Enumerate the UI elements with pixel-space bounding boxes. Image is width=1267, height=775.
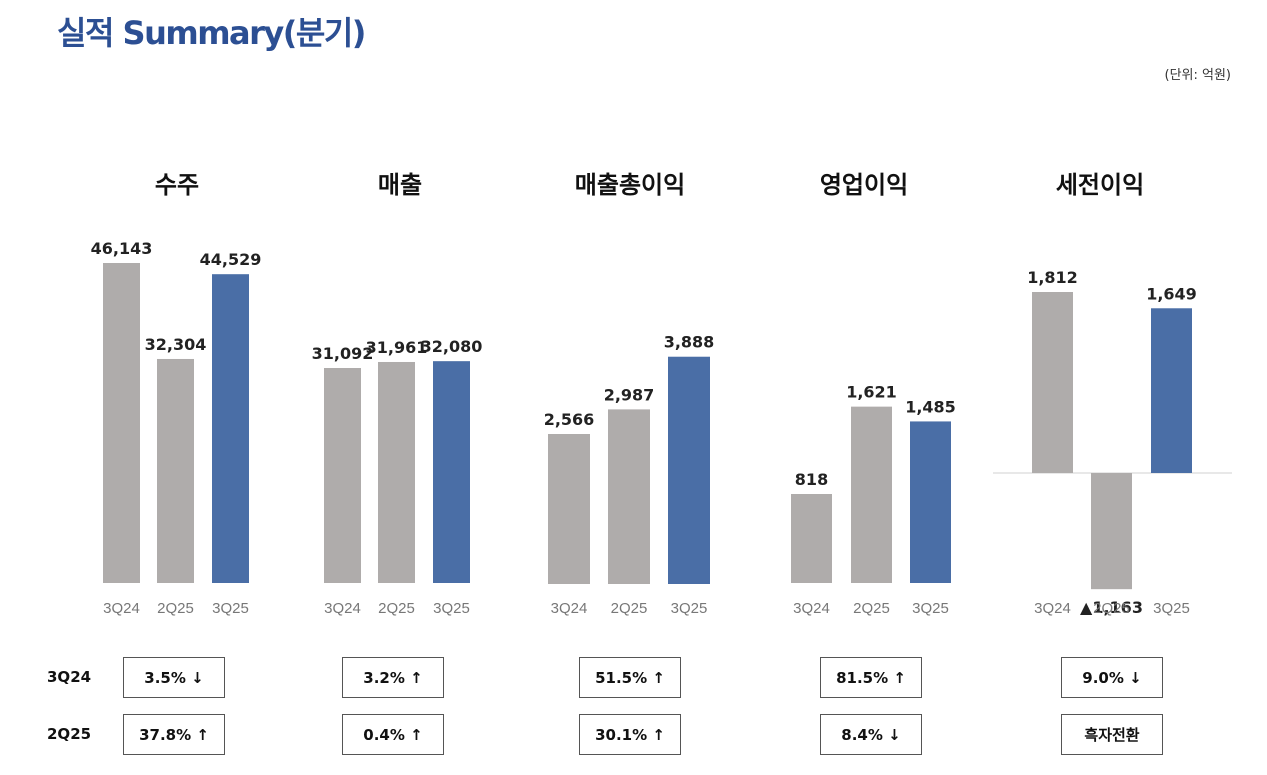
data-label: 1,621 bbox=[846, 383, 897, 402]
comparison-cell: 81.5% ↑ bbox=[820, 657, 922, 698]
bar-2q25 bbox=[157, 358, 194, 583]
comparison-cell: 3.5% ↓ bbox=[123, 657, 225, 698]
bar-3q24 bbox=[791, 494, 832, 583]
chart-title: 세전이익 bbox=[1056, 171, 1144, 199]
tick-label: 3Q25 bbox=[671, 600, 708, 617]
tick-label: 3Q24 bbox=[103, 600, 140, 617]
bar-3q24 bbox=[324, 368, 361, 583]
comparison-row-label: 3Q24 bbox=[47, 668, 92, 686]
bar-3q24 bbox=[1032, 292, 1073, 473]
data-label: 2,987 bbox=[604, 385, 655, 404]
unit-label: (단위: 억원) bbox=[1164, 68, 1232, 83]
tick-label: 3Q24 bbox=[551, 600, 588, 617]
data-label: 44,529 bbox=[200, 250, 262, 269]
bar-charts: 수주 46,143 3Q24 32,304 2Q25 44,529 3Q25 매출 31,092… bbox=[91, 171, 1232, 617]
tick-label: 2Q25 bbox=[853, 600, 890, 617]
data-label: ▲1,163 bbox=[1080, 598, 1143, 617]
data-label: 31,961 bbox=[366, 338, 428, 357]
tick-label: 2Q25 bbox=[157, 600, 194, 617]
bar-3q24 bbox=[103, 263, 140, 583]
tick-label: 3Q25 bbox=[1153, 600, 1190, 617]
comparison-cell: 9.0% ↓ bbox=[1061, 657, 1163, 698]
comparison-cell: 30.1% ↑ bbox=[579, 714, 681, 755]
bar-3q25 bbox=[668, 356, 710, 584]
comparison-cell: 37.8% ↑ bbox=[123, 714, 225, 755]
data-label: 32,080 bbox=[421, 337, 483, 356]
comparison-cell: 0.4% ↑ bbox=[342, 714, 444, 755]
tick-label: 3Q24 bbox=[1034, 600, 1071, 617]
comparison-cell: 8.4% ↓ bbox=[820, 714, 922, 755]
bar-3q24 bbox=[548, 434, 590, 584]
tick-label: 3Q24 bbox=[324, 600, 361, 617]
data-label: 2,566 bbox=[544, 410, 595, 429]
data-label: 3,888 bbox=[664, 333, 715, 352]
bar-3q25 bbox=[910, 421, 951, 583]
bar-3q25 bbox=[212, 274, 249, 583]
bar-3q25 bbox=[433, 361, 470, 583]
comparison-cell: 51.5% ↑ bbox=[579, 657, 681, 698]
data-label: 818 bbox=[795, 470, 828, 489]
tick-label: 3Q24 bbox=[793, 600, 830, 617]
comparison-row-label: 2Q25 bbox=[47, 725, 92, 743]
chart-title: 영업이익 bbox=[820, 171, 908, 199]
bar-3q25 bbox=[1151, 308, 1192, 473]
bar-2q25 bbox=[608, 409, 650, 584]
chart-title: 수주 bbox=[155, 171, 199, 199]
data-label: 1,485 bbox=[905, 397, 956, 416]
page-title: 실적 Summary(분기) bbox=[57, 14, 366, 52]
data-label: 32,304 bbox=[145, 335, 207, 354]
tick-label: 2Q25 bbox=[1093, 600, 1130, 617]
data-label: 1,812 bbox=[1027, 268, 1078, 287]
tick-label: 3Q25 bbox=[433, 600, 470, 617]
tick-label: 2Q25 bbox=[378, 600, 415, 617]
tick-label: 3Q25 bbox=[212, 600, 249, 617]
data-label: 46,143 bbox=[91, 239, 153, 258]
tick-label: 3Q25 bbox=[912, 600, 949, 617]
data-label: 31,092 bbox=[312, 344, 374, 363]
bar-2q25 bbox=[851, 406, 892, 583]
bar-2q25 bbox=[1091, 473, 1132, 590]
bar-2q25 bbox=[378, 361, 415, 583]
data-label: 1,649 bbox=[1146, 284, 1197, 303]
chart-title: 매출 bbox=[378, 171, 422, 199]
tick-label: 2Q25 bbox=[611, 600, 648, 617]
chart-title: 매출총이익 bbox=[575, 171, 685, 199]
comparison-cell: 흑자전환 bbox=[1061, 714, 1163, 755]
comparison-cell: 3.2% ↑ bbox=[342, 657, 444, 698]
